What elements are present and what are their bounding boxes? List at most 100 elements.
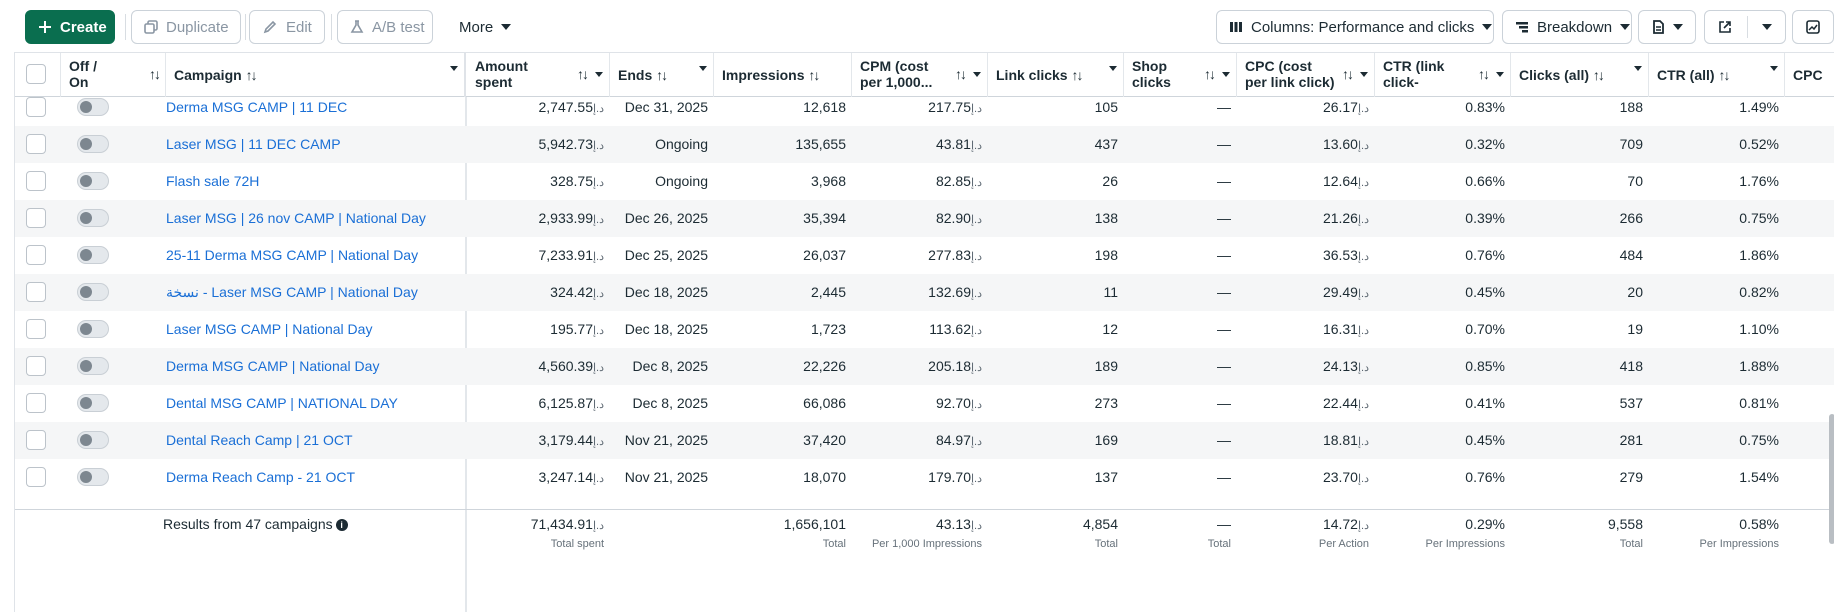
sort-icon[interactable]: ↑↓ <box>1478 66 1490 82</box>
sort-icon[interactable]: ↑↓ <box>1071 67 1083 83</box>
reports-dropdown[interactable] <box>1638 10 1696 44</box>
table-row[interactable]: نسخة - Laser MSG CAMP | National Day 324.… <box>15 274 1834 311</box>
table-row[interactable]: Derma MSG CAMP | 11 DEC 2,747.55د.إ Dec 31… <box>15 97 1834 126</box>
cell-ends: Dec 25, 2025 <box>624 247 708 263</box>
chevron-down-icon[interactable] <box>1496 71 1504 77</box>
campaign-name-link[interactable]: Laser MSG | 26 nov CAMP | National Day <box>166 210 426 226</box>
campaign-name-link[interactable]: Flash sale 72H <box>166 173 260 189</box>
sort-icon[interactable]: ↑↓ <box>245 67 258 83</box>
table-row[interactable]: Dental Reach Camp | 21 OCT 3,179.44د.إ Nov… <box>15 422 1834 459</box>
sort-icon[interactable]: ↑↓ <box>1718 67 1730 83</box>
campaign-toggle[interactable] <box>77 431 109 449</box>
column-header-cpc-all[interactable]: CPC (all <box>1793 67 1827 83</box>
campaign-toggle[interactable] <box>77 357 109 375</box>
info-icon[interactable]: i <box>335 519 348 531</box>
chevron-down-icon[interactable] <box>1634 66 1642 71</box>
campaign-toggle[interactable] <box>77 320 109 338</box>
row-checkbox[interactable] <box>26 282 46 302</box>
row-checkbox[interactable] <box>26 467 46 487</box>
campaign-name-link[interactable]: Laser MSG | 11 DEC CAMP <box>166 136 341 152</box>
row-checkbox[interactable] <box>26 356 46 376</box>
campaign-toggle[interactable] <box>77 246 109 264</box>
chevron-down-icon[interactable] <box>595 71 603 77</box>
table-row[interactable]: 25-11 Derma MSG CAMP | National Day 7,233… <box>15 237 1834 274</box>
chevron-down-icon[interactable] <box>1222 71 1230 77</box>
campaign-name-link[interactable]: Dental Reach Camp | 21 OCT <box>166 432 353 448</box>
table-row[interactable]: Derma Reach Camp - 21 OCT 3,247.14د.إ Nov … <box>15 459 1834 496</box>
campaign-name-link[interactable]: نسخة - Laser MSG CAMP | National Day <box>166 284 418 300</box>
cell-ctr-all: 0.81% <box>1739 395 1779 411</box>
sort-icon[interactable]: ↑↓ <box>1592 67 1605 83</box>
reports-icon <box>1651 19 1665 35</box>
chevron-down-icon[interactable] <box>450 66 458 71</box>
sort-icon[interactable]: ↑↓ <box>1204 66 1216 82</box>
table-row[interactable]: Dental MSG CAMP | NATIONAL DAY 6,125.87د.… <box>15 385 1834 422</box>
row-checkbox[interactable] <box>26 245 46 265</box>
campaign-name-link[interactable]: Derma Reach Camp - 21 OCT <box>166 469 356 485</box>
chevron-down-icon[interactable] <box>1360 71 1368 77</box>
campaign-name-link[interactable]: Derma MSG CAMP | 11 DEC <box>166 99 348 115</box>
row-checkbox[interactable] <box>26 134 46 154</box>
sort-icon[interactable]: ↑↓ <box>955 66 967 82</box>
column-header-cpc-link[interactable]: CPC (cost per link click) ↑↓ <box>1237 53 1375 97</box>
chevron-down-icon[interactable] <box>1109 66 1117 71</box>
campaign-name-link[interactable]: Derma MSG CAMP | National Day <box>166 358 380 374</box>
column-header-shop-clicks[interactable]: Shop clicks ↑↓ <box>1124 53 1237 97</box>
chevron-down-icon[interactable] <box>973 71 981 77</box>
breakdown-dropdown[interactable]: Breakdown <box>1502 10 1632 44</box>
toolbar-divider <box>331 14 332 40</box>
sort-icon[interactable]: ↑↓ <box>1342 66 1354 82</box>
ab-test-button[interactable]: A/B test <box>337 10 433 44</box>
campaign-toggle[interactable] <box>77 135 109 153</box>
campaign-toggle[interactable] <box>77 283 109 301</box>
campaign-name-link[interactable]: Laser MSG CAMP | National Day <box>166 321 373 337</box>
table-row[interactable]: Laser MSG CAMP | National Day 195.77د.إ De… <box>15 311 1834 348</box>
export-split-button[interactable] <box>1704 10 1786 44</box>
sort-icon[interactable]: ↑↓ <box>149 66 161 82</box>
row-checkbox[interactable] <box>26 171 46 191</box>
footer-impressions-sub: Total <box>822 538 846 550</box>
table-row[interactable]: Flash sale 72H 328.75د.إ Ongoing 3,968 82.85… <box>15 163 1834 200</box>
results-summary: Results from 47 campaigns i <box>163 516 348 532</box>
campaign-toggle[interactable] <box>77 209 109 227</box>
table-row[interactable]: Laser MSG | 26 nov CAMP | National Day 2,… <box>15 200 1834 237</box>
more-button[interactable]: More <box>446 10 526 44</box>
column-header-clicks-all[interactable]: Clicks (all) ↑↓ <box>1511 53 1649 97</box>
campaign-toggle[interactable] <box>77 98 109 116</box>
footer-impressions: 1,656,101 <box>783 516 846 532</box>
column-header-off-on[interactable]: Off / On ↑↓ <box>61 53 166 97</box>
campaign-toggle[interactable] <box>77 468 109 486</box>
duplicate-button[interactable]: Duplicate <box>131 10 241 44</box>
campaign-name-link[interactable]: Dental MSG CAMP | NATIONAL DAY <box>166 395 398 411</box>
table-row[interactable]: Derma MSG CAMP | National Day 4,560.39د.إ… <box>15 348 1834 385</box>
row-checkbox[interactable] <box>26 430 46 450</box>
row-checkbox[interactable] <box>26 393 46 413</box>
row-checkbox[interactable] <box>26 97 46 117</box>
table-row[interactable]: Laser MSG | 11 DEC CAMP 5,942.73د.إ Ongoin… <box>15 126 1834 163</box>
campaign-name-link[interactable]: 25-11 Derma MSG CAMP | National Day <box>166 247 419 263</box>
row-checkbox[interactable] <box>26 319 46 339</box>
row-checkbox[interactable] <box>26 208 46 228</box>
campaign-toggle[interactable] <box>77 394 109 412</box>
sort-icon[interactable]: ↑↓ <box>656 67 668 83</box>
select-all-checkbox[interactable] <box>26 64 46 84</box>
column-header-link-clicks[interactable]: Link clicks ↑↓ <box>988 53 1124 97</box>
column-header-amount-spent[interactable]: Amount spent ↑↓ <box>467 53 610 97</box>
column-header-cpm[interactable]: CPM (cost per 1,000... ↑↓ <box>852 53 988 97</box>
cell-impressions: 26,037 <box>803 247 846 263</box>
create-button[interactable]: Create <box>25 10 115 44</box>
column-header-ends[interactable]: Ends ↑↓ <box>610 53 714 97</box>
edit-button[interactable]: Edit <box>249 10 325 44</box>
columns-dropdown[interactable]: Columns: Performance and clicks <box>1216 10 1494 44</box>
chevron-down-icon[interactable] <box>1770 66 1778 71</box>
column-header-ctr-all[interactable]: CTR (all) ↑↓ <box>1649 53 1785 97</box>
campaign-toggle[interactable] <box>77 172 109 190</box>
chevron-down-icon[interactable] <box>699 66 707 71</box>
vertical-scrollbar[interactable] <box>1829 414 1834 544</box>
sort-icon[interactable]: ↑↓ <box>808 67 820 83</box>
chart-view-button[interactable] <box>1792 10 1834 44</box>
column-header-campaign[interactable]: Campaign ↑↓ <box>166 53 466 97</box>
column-header-impressions[interactable]: Impressions ↑↓ <box>714 53 852 97</box>
sort-icon[interactable]: ↑↓ <box>577 66 589 82</box>
column-header-ctr-link[interactable]: CTR (link click-throu... ↑↓ <box>1375 53 1511 97</box>
